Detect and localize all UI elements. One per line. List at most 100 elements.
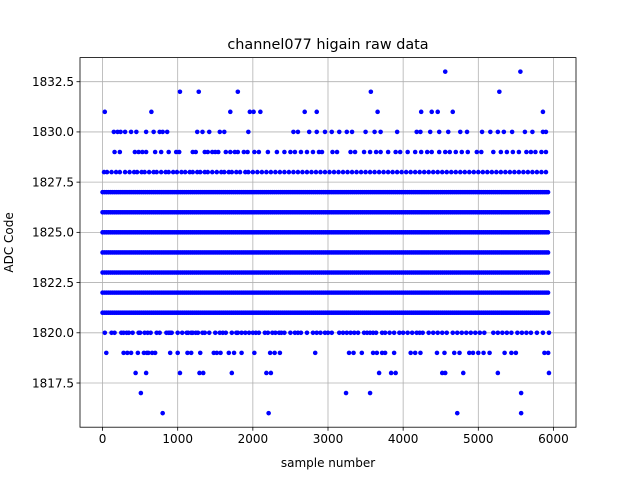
data-point <box>143 370 149 376</box>
data-point <box>503 169 508 175</box>
data-point <box>291 129 296 135</box>
data-point <box>273 330 278 336</box>
data-point <box>291 169 296 175</box>
x-tick-label: 2000 <box>238 432 269 446</box>
data-point <box>375 109 380 115</box>
data-point <box>205 149 211 155</box>
data-point <box>344 129 350 135</box>
data-point <box>394 129 400 135</box>
data-point <box>197 370 202 376</box>
data-point <box>454 410 460 416</box>
y-tick-label: 1832.5 <box>32 75 74 89</box>
data-point <box>545 250 551 255</box>
data-point <box>264 169 269 175</box>
data-point <box>545 270 551 275</box>
data-point <box>513 350 519 356</box>
data-point <box>368 89 374 95</box>
data-point <box>509 129 515 135</box>
y-tick-label: 1817.5 <box>32 376 74 390</box>
y-tick-label: 1820.0 <box>32 326 74 340</box>
data-point <box>298 149 304 155</box>
data-point <box>444 169 450 175</box>
data-point <box>367 169 373 175</box>
data-point <box>491 149 496 155</box>
data-point <box>521 169 526 175</box>
data-point <box>388 370 394 376</box>
data-point <box>160 410 165 416</box>
data-point <box>246 129 251 135</box>
data-point <box>288 149 293 155</box>
y-axis-label: ADC Code <box>2 212 16 272</box>
data-point <box>498 169 504 175</box>
data-point <box>354 169 359 175</box>
data-point <box>158 149 164 155</box>
data-point <box>427 129 433 135</box>
data-point <box>206 330 212 336</box>
data-point <box>329 330 335 336</box>
data-point <box>436 129 442 135</box>
data-point <box>376 370 382 376</box>
data-point <box>442 149 448 155</box>
data-point <box>435 109 441 115</box>
data-point <box>237 169 243 175</box>
data-point <box>265 149 271 155</box>
data-point <box>424 149 430 155</box>
data-point <box>146 350 151 356</box>
data-point <box>134 129 139 135</box>
data-point <box>327 169 332 175</box>
data-point <box>363 129 368 135</box>
data-point <box>212 330 218 336</box>
data-point <box>453 149 459 155</box>
data-points <box>100 69 552 416</box>
data-point <box>264 370 269 376</box>
data-point <box>340 330 346 336</box>
data-point <box>397 149 403 155</box>
data-point <box>282 169 287 175</box>
data-point <box>334 149 340 155</box>
data-point <box>497 89 502 95</box>
data-point <box>252 149 257 155</box>
data-point <box>268 370 274 376</box>
data-point <box>314 330 320 336</box>
data-point <box>177 370 183 376</box>
data-point <box>229 370 235 376</box>
data-point <box>152 149 158 155</box>
data-point <box>111 129 117 135</box>
x-tick-label: 5000 <box>463 432 494 446</box>
data-point <box>179 330 185 336</box>
data-point <box>488 129 493 135</box>
x-axis-label: sample number <box>281 456 375 470</box>
data-point <box>221 129 227 135</box>
data-point <box>450 330 456 336</box>
data-point <box>239 330 244 336</box>
data-point <box>282 149 287 155</box>
data-point <box>140 149 145 155</box>
data-point <box>214 350 220 356</box>
data-point <box>166 169 171 175</box>
chart-title: channel077 higain raw data <box>227 37 428 53</box>
data-point <box>319 149 325 155</box>
data-point <box>318 169 323 175</box>
data-point <box>177 89 183 95</box>
data-point <box>241 149 247 155</box>
data-point <box>373 149 379 155</box>
data-point <box>164 129 170 135</box>
data-point <box>251 109 256 115</box>
data-point <box>485 169 490 175</box>
data-point <box>102 109 108 115</box>
data-point <box>331 169 337 175</box>
data-point <box>138 390 144 396</box>
data-point <box>336 169 341 175</box>
data-point <box>522 129 528 135</box>
data-point <box>418 350 423 356</box>
data-point <box>459 149 465 155</box>
data-point <box>226 350 232 356</box>
data-point <box>426 330 432 336</box>
data-point <box>265 330 271 336</box>
data-point <box>250 169 256 175</box>
data-point <box>545 209 551 215</box>
data-point <box>466 169 472 175</box>
data-point <box>519 330 525 336</box>
data-point <box>439 330 445 336</box>
